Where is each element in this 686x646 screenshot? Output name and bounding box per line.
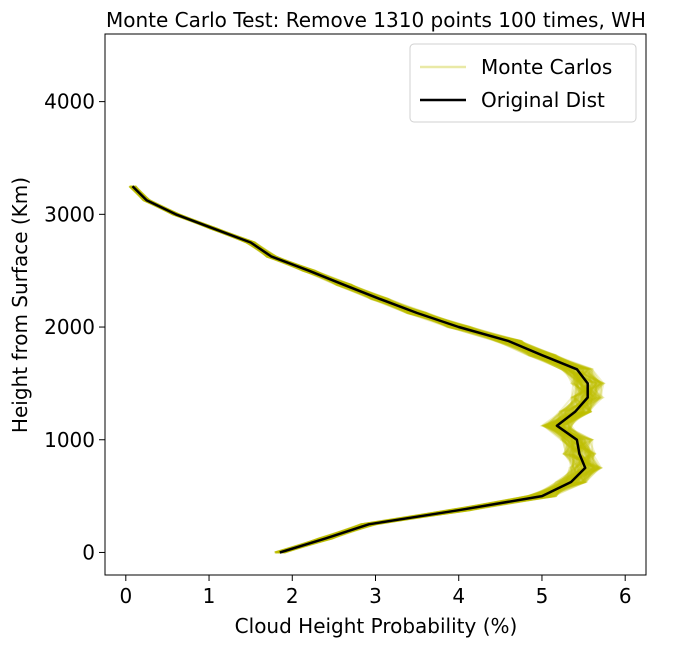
y-tick-label: 2000 xyxy=(44,315,95,339)
x-tick-label: 3 xyxy=(369,584,382,608)
x-ticks: 0 1 2 3 4 5 6 xyxy=(119,575,632,608)
chart-title: Monte Carlo Test: Remove 1310 points 100… xyxy=(106,8,646,32)
y-tick-label: 0 xyxy=(82,540,95,564)
y-tick-label: 4000 xyxy=(44,90,95,114)
y-axis-label: Height from Surface (Km) xyxy=(8,177,32,433)
legend-original-dist-label: Original Dist xyxy=(481,88,605,112)
x-tick-label: 6 xyxy=(619,584,632,608)
monte-carlo-line xyxy=(132,185,604,554)
legend-monte-carlos-label: Monte Carlos xyxy=(481,55,612,79)
monte-carlo-line xyxy=(131,185,600,554)
monte-carlo-line xyxy=(130,185,597,554)
monte-carlo-line xyxy=(132,185,597,554)
monte-carlo-line xyxy=(133,185,593,554)
legend-box xyxy=(409,43,637,123)
y-tick-label: 3000 xyxy=(44,202,95,226)
monte-carlo-line xyxy=(133,185,592,554)
monte-carlo-line xyxy=(134,185,587,554)
x-tick-label: 5 xyxy=(536,584,549,608)
original-dist-line xyxy=(131,185,589,554)
monte-carlo-line xyxy=(130,185,605,554)
x-tick-label: 1 xyxy=(203,584,216,608)
x-tick-label: 2 xyxy=(286,584,299,608)
monte-carlo-line xyxy=(129,185,602,554)
x-axis-label: Cloud Height Probability (%) xyxy=(235,614,518,638)
y-tick-label: 1000 xyxy=(44,428,95,452)
monte-carlo-line xyxy=(131,185,588,554)
legend: Monte Carlos Original Dist xyxy=(409,43,637,123)
monte-carlo-line xyxy=(130,185,604,554)
x-tick-label: 0 xyxy=(119,584,132,608)
monte-carlo-line xyxy=(130,185,597,554)
x-tick-label: 4 xyxy=(452,584,465,608)
monte-carlo-line xyxy=(133,185,601,554)
original-dist-polyline xyxy=(131,185,589,554)
monte-carlo-line xyxy=(131,185,591,554)
monte-carlo-line xyxy=(130,185,592,554)
y-ticks: 0 1000 2000 3000 4000 xyxy=(44,90,105,564)
monte-carlo-line xyxy=(129,185,595,554)
monte-carlo-line xyxy=(131,185,587,554)
monte-carlo-line xyxy=(132,185,589,554)
